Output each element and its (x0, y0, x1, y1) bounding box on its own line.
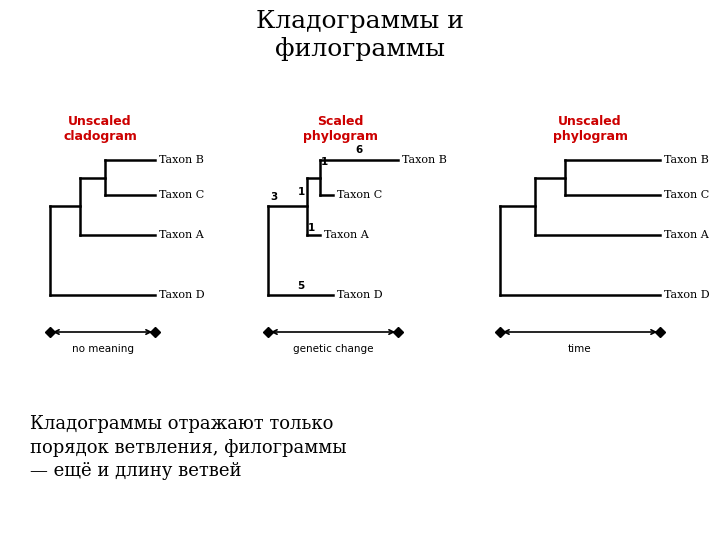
Text: Taxon D: Taxon D (664, 290, 710, 300)
Text: 1: 1 (298, 187, 305, 197)
Text: Unscaled
phylogram: Unscaled phylogram (552, 115, 628, 143)
Text: 1: 1 (308, 222, 315, 233)
Text: Taxon D: Taxon D (337, 290, 382, 300)
Text: Taxon D: Taxon D (159, 290, 204, 300)
Text: Taxon A: Taxon A (664, 230, 708, 240)
Text: genetic change: genetic change (293, 344, 373, 354)
Text: 1: 1 (321, 157, 328, 167)
Text: 3: 3 (270, 192, 277, 202)
Text: 5: 5 (297, 281, 304, 291)
Text: Taxon C: Taxon C (664, 190, 709, 200)
Text: Кладограммы и
филограммы: Кладограммы и филограммы (256, 10, 464, 61)
Text: 6: 6 (356, 145, 363, 155)
Text: time: time (568, 344, 592, 354)
Text: Taxon C: Taxon C (337, 190, 382, 200)
Text: Unscaled
cladogram: Unscaled cladogram (63, 115, 137, 143)
Text: Taxon A: Taxon A (159, 230, 204, 240)
Text: no meaning: no meaning (71, 344, 133, 354)
Text: Кладограммы отражают только
порядок ветвления, филограммы
— ещё и длину ветвей: Кладограммы отражают только порядок ветв… (30, 415, 346, 480)
Text: Taxon A: Taxon A (324, 230, 369, 240)
Text: Scaled
phylogram: Scaled phylogram (302, 115, 377, 143)
Text: Taxon B: Taxon B (664, 155, 709, 165)
Text: Taxon B: Taxon B (402, 155, 447, 165)
Text: Taxon C: Taxon C (159, 190, 204, 200)
Text: Taxon B: Taxon B (159, 155, 204, 165)
